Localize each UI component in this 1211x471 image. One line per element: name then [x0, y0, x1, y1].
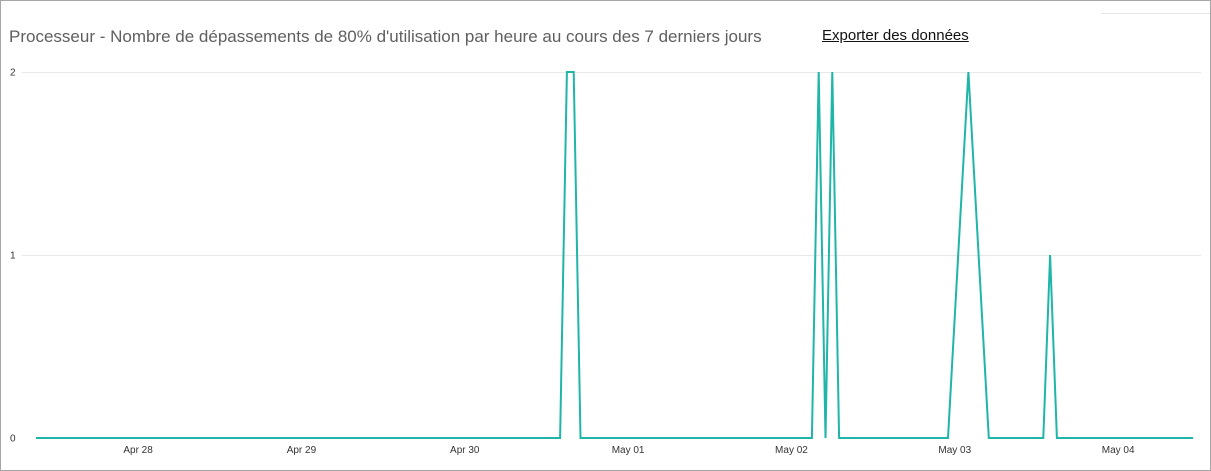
- x-tick-label: Apr 28: [123, 445, 153, 456]
- x-tick-label: Apr 29: [287, 445, 317, 456]
- y-tick-label: 2: [10, 68, 16, 79]
- y-tick-label: 0: [10, 434, 16, 445]
- x-tick-label: Apr 30: [450, 445, 480, 456]
- x-tick-label: May 02: [775, 445, 808, 456]
- x-tick-label: May 03: [938, 445, 971, 456]
- chart-title: Processeur - Nombre de dépassements de 8…: [9, 27, 762, 46]
- y-tick-label: 1: [10, 251, 16, 262]
- x-tick-label: May 01: [612, 445, 645, 456]
- x-tick-label: May 04: [1102, 445, 1135, 456]
- series-layer: [35, 71, 1194, 439]
- grid-lines: [22, 72, 1201, 256]
- axis-labels: 0 1 2 Apr 28 Apr 29 Apr 30 May 01 May 02 May 03 M…: [10, 68, 1135, 457]
- panel-top-divider: [1101, 13, 1210, 14]
- export-data-link[interactable]: Exporter des données: [822, 27, 969, 44]
